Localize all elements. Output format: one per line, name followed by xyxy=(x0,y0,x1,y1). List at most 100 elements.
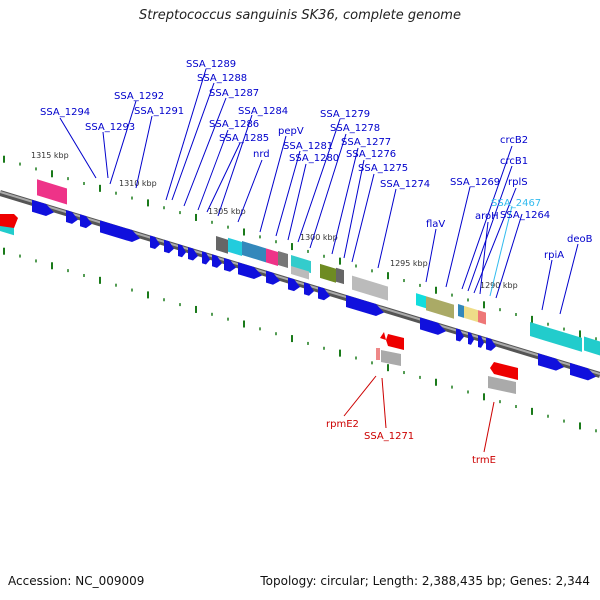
outer-tick-track xyxy=(3,155,597,341)
leader-lines-reverse xyxy=(343,375,495,453)
gene-label[interactable]: SSA_1284 xyxy=(238,106,288,117)
gene-label[interactable]: SSA_1288 xyxy=(197,73,247,84)
ruler-label: 1300 kbp xyxy=(300,233,338,242)
reverse-gene-arrow[interactable] xyxy=(386,334,404,350)
feature-box[interactable] xyxy=(37,179,67,205)
ruler-label: 1315 kbp xyxy=(31,151,69,160)
forward-gene-arrow[interactable] xyxy=(66,210,78,224)
feature-box[interactable] xyxy=(320,263,336,283)
gene-label[interactable]: crcB1 xyxy=(500,156,528,167)
feature-box[interactable] xyxy=(530,322,544,341)
gene-label[interactable]: aroH xyxy=(475,211,499,222)
feature-box[interactable] xyxy=(464,305,478,323)
gene-label[interactable]: SSA_1277 xyxy=(341,137,391,148)
feature-box[interactable] xyxy=(278,250,288,269)
feature-box[interactable] xyxy=(291,265,309,280)
gene-label[interactable]: SSA_1291 xyxy=(134,106,184,117)
feature-box[interactable] xyxy=(266,248,278,266)
feature-box[interactable] xyxy=(352,275,388,301)
gene-label[interactable]: SSA_1280 xyxy=(289,153,339,164)
forward-gene-arrow[interactable] xyxy=(164,239,174,254)
gene-label[interactable]: SSA_1264 xyxy=(500,210,550,221)
gene-label[interactable]: crcB2 xyxy=(500,135,528,146)
feature-box[interactable] xyxy=(458,304,464,318)
forward-gene-arrow[interactable] xyxy=(238,262,262,280)
forward-gene-arrow[interactable] xyxy=(468,331,474,345)
gene-label[interactable]: SSA_1279 xyxy=(320,109,370,120)
gene-label[interactable]: rpmE2 xyxy=(326,419,359,430)
gene-label[interactable]: SSA_1292 xyxy=(114,91,164,102)
gene-label[interactable]: SSA_1294 xyxy=(40,107,90,118)
forward-gene-arrow[interactable] xyxy=(32,199,54,216)
inner-tick-track xyxy=(3,247,597,433)
forward-gene-arrow[interactable] xyxy=(538,353,564,371)
forward-gene-arrow[interactable] xyxy=(456,328,464,342)
forward-gene-arrow[interactable] xyxy=(188,247,198,261)
feature-box[interactable] xyxy=(216,236,228,254)
forward-gene-arrow[interactable] xyxy=(304,282,314,296)
forward-gene-arrow[interactable] xyxy=(178,243,186,258)
gene-label[interactable]: flaV xyxy=(426,219,445,230)
forward-gene-arrow[interactable] xyxy=(150,235,160,250)
gene-label[interactable]: nrd xyxy=(253,149,270,160)
gene-label[interactable]: deoB xyxy=(567,234,593,245)
forward-gene-arrow[interactable] xyxy=(80,214,92,229)
forward-gene-arrow[interactable] xyxy=(346,294,384,317)
gene-label[interactable]: trmE xyxy=(472,455,496,466)
ruler-label: 1290 kbp xyxy=(480,281,518,290)
gene-label[interactable]: pepV xyxy=(278,126,304,137)
feature-box[interactable] xyxy=(416,293,426,309)
reverse-gene-arrow[interactable] xyxy=(380,332,386,340)
gene-label[interactable]: rplS xyxy=(508,177,528,188)
feature-box[interactable] xyxy=(376,348,380,360)
gene-label[interactable]: SSA_1287 xyxy=(209,88,259,99)
feature-box[interactable] xyxy=(544,326,566,348)
feature-box[interactable] xyxy=(426,296,454,319)
feature-box[interactable] xyxy=(566,333,582,352)
forward-gene-arrow[interactable] xyxy=(212,254,222,268)
forward-gene-arrow[interactable] xyxy=(486,337,496,351)
feature-box[interactable] xyxy=(291,254,311,274)
reverse-track xyxy=(0,214,518,394)
feature-box[interactable] xyxy=(584,336,600,356)
forward-gene-arrow[interactable] xyxy=(420,317,446,335)
forward-arrows xyxy=(32,199,596,381)
ruler-label: 1305 kbp xyxy=(208,207,246,216)
gene-label[interactable]: SSA_1285 xyxy=(219,133,269,144)
gene-label[interactable]: SSA_2467 xyxy=(491,198,541,209)
gene-label[interactable]: SSA_1276 xyxy=(346,149,396,160)
ruler-label: 1295 kbp xyxy=(390,259,428,268)
forward-gene-arrow[interactable] xyxy=(478,334,484,348)
feature-box[interactable] xyxy=(336,267,344,285)
feature-box[interactable] xyxy=(478,310,486,325)
gene-label[interactable]: SSA_1286 xyxy=(209,119,259,130)
gene-label[interactable]: SSA_1275 xyxy=(358,163,408,174)
leader-line-highlight xyxy=(489,205,513,297)
gene-labels: SSA_1294 SSA_1293 SSA_1292 SSA_1291 SSA_… xyxy=(40,59,593,261)
gene-label[interactable]: SSA_1289 xyxy=(186,59,236,70)
forward-gene-arrow[interactable] xyxy=(266,270,280,285)
leader-lines xyxy=(59,68,579,315)
page-title: Streptococcus sanguinis SK36, complete g… xyxy=(139,8,461,23)
gene-label[interactable]: SSA_1293 xyxy=(85,122,135,133)
gene-label[interactable]: SSA_1269 xyxy=(450,177,500,188)
feature-box[interactable] xyxy=(488,376,516,394)
gene-label[interactable]: SSA_1274 xyxy=(380,179,430,190)
feature-box[interactable] xyxy=(242,240,266,263)
gene-label[interactable]: SSA_1271 xyxy=(364,431,414,442)
forward-gene-arrow[interactable] xyxy=(100,220,140,243)
reverse-gene-labels: rpmE2 SSA_1271 trmE xyxy=(326,419,496,466)
forward-gene-arrow[interactable] xyxy=(202,251,210,265)
gene-label[interactable]: SSA_1281 xyxy=(283,141,333,152)
forward-gene-arrow[interactable] xyxy=(224,257,236,272)
forward-gene-arrow[interactable] xyxy=(288,277,300,292)
feature-box[interactable] xyxy=(381,350,401,366)
forward-gene-arrow[interactable] xyxy=(318,286,330,301)
forward-gene-arrow[interactable] xyxy=(570,362,596,381)
feature-box[interactable] xyxy=(228,237,242,256)
gene-label[interactable]: SSA_1278 xyxy=(330,123,380,134)
reverse-gene-arrow[interactable] xyxy=(490,362,518,380)
reverse-gene-arrow[interactable] xyxy=(0,214,18,228)
gene-label[interactable]: rpiA xyxy=(544,250,564,261)
